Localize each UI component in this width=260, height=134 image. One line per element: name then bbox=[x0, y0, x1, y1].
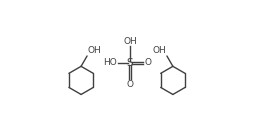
Text: OH: OH bbox=[152, 46, 166, 55]
Text: OH: OH bbox=[123, 37, 137, 46]
Text: O: O bbox=[144, 58, 151, 68]
Text: OH: OH bbox=[88, 46, 101, 55]
Text: HO: HO bbox=[103, 58, 117, 68]
Text: O: O bbox=[127, 80, 133, 89]
Text: S: S bbox=[127, 58, 133, 68]
